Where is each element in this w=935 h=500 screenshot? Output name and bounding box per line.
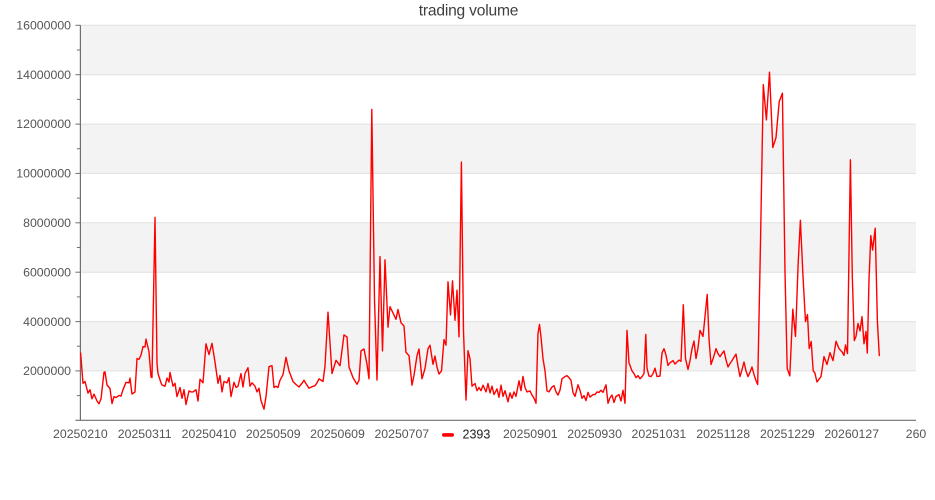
svg-text:20260127: 20260127 bbox=[824, 427, 879, 441]
svg-text:20250311: 20250311 bbox=[118, 427, 172, 441]
svg-text:20250901: 20250901 bbox=[503, 427, 558, 441]
svg-text:20251128: 20251128 bbox=[696, 427, 750, 441]
svg-text:20250210: 20250210 bbox=[53, 427, 108, 441]
svg-text:20251229: 20251229 bbox=[760, 427, 815, 441]
svg-text:260: 260 bbox=[906, 427, 927, 441]
svg-text:2000000: 2000000 bbox=[23, 364, 71, 378]
svg-text:10000000: 10000000 bbox=[16, 167, 71, 181]
svg-text:20250509: 20250509 bbox=[246, 427, 301, 441]
svg-text:20250930: 20250930 bbox=[567, 427, 622, 441]
svg-text:20250707: 20250707 bbox=[374, 427, 429, 441]
svg-text:16000000: 16000000 bbox=[16, 19, 71, 33]
svg-text:14000000: 14000000 bbox=[16, 68, 71, 82]
svg-text:20250410: 20250410 bbox=[182, 427, 237, 441]
svg-text:6000000: 6000000 bbox=[23, 265, 71, 279]
svg-text:2393: 2393 bbox=[463, 428, 491, 442]
svg-text:20251031: 20251031 bbox=[632, 427, 687, 441]
svg-text:20250609: 20250609 bbox=[310, 427, 365, 441]
svg-text:trading volume: trading volume bbox=[419, 3, 518, 20]
svg-text:8000000: 8000000 bbox=[23, 216, 71, 230]
svg-text:4000000: 4000000 bbox=[23, 315, 71, 329]
svg-text:12000000: 12000000 bbox=[16, 117, 71, 131]
